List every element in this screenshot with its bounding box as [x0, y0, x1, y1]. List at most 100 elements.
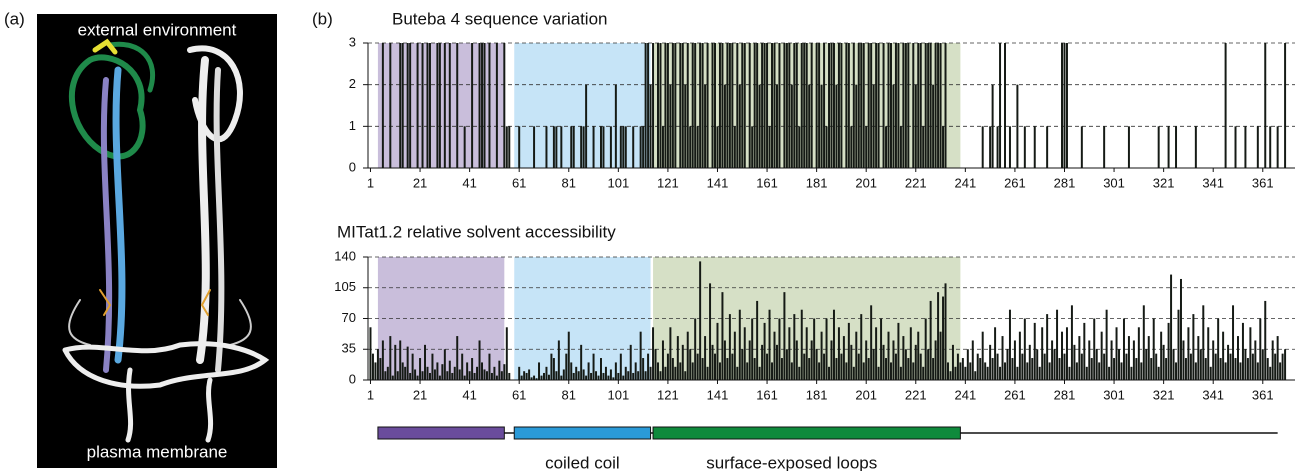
bar	[852, 366, 855, 380]
bar	[1175, 126, 1178, 168]
bar	[753, 43, 756, 168]
bar	[847, 322, 850, 380]
bar	[1167, 322, 1170, 380]
bar	[694, 43, 697, 168]
bar	[919, 353, 922, 380]
bar	[768, 309, 771, 380]
bar	[1075, 362, 1078, 380]
x-tick-label: 221	[905, 175, 927, 190]
x-tick-label: 181	[806, 175, 828, 190]
bar	[652, 327, 655, 380]
bar	[800, 43, 803, 168]
bar	[894, 353, 897, 380]
bar	[612, 377, 615, 380]
bar	[981, 331, 984, 380]
bar	[1279, 362, 1282, 380]
x-tick-label: 181	[806, 387, 828, 402]
bar	[1232, 305, 1235, 380]
bar	[820, 331, 823, 380]
bar	[1004, 362, 1006, 380]
bar	[1063, 43, 1066, 168]
bar	[907, 358, 910, 380]
bar	[458, 369, 461, 380]
bar	[1264, 43, 1267, 168]
bar	[503, 364, 506, 380]
bar	[771, 362, 774, 380]
y-tick-label: 1	[349, 118, 356, 133]
bar	[785, 349, 788, 380]
bar	[696, 126, 699, 168]
bar	[798, 126, 801, 168]
bar	[815, 349, 818, 380]
bar	[406, 43, 409, 168]
bar	[902, 336, 905, 380]
x-tick-label: 361	[1252, 175, 1274, 190]
x-tick-label: 41	[462, 387, 476, 402]
bar	[917, 331, 920, 380]
bar	[909, 327, 912, 380]
bar	[961, 358, 964, 380]
bar	[753, 358, 756, 380]
x-tick-label: 221	[905, 387, 927, 402]
bar	[1155, 353, 1158, 380]
bar	[783, 292, 786, 380]
bar	[1115, 327, 1118, 380]
bar	[471, 358, 474, 380]
bar	[401, 362, 404, 380]
bar	[401, 43, 404, 168]
y-tick-label: 3	[349, 34, 356, 49]
bar	[1207, 327, 1210, 380]
bar	[411, 353, 414, 380]
bar	[500, 371, 503, 380]
bar	[557, 340, 560, 380]
bar	[671, 358, 674, 380]
bar	[795, 43, 798, 168]
bar	[572, 372, 575, 380]
bar	[535, 378, 538, 380]
bar	[914, 344, 917, 380]
y-tick-label: 70	[342, 310, 356, 325]
x-tick-label: 121	[657, 175, 679, 190]
bar	[949, 371, 952, 380]
bar	[1259, 318, 1262, 380]
bar	[855, 84, 858, 168]
bar	[991, 358, 994, 380]
bar	[1256, 362, 1259, 380]
bar	[523, 371, 526, 380]
x-tick-label: 1	[367, 387, 374, 402]
bar	[1058, 358, 1061, 380]
bar	[552, 126, 555, 168]
bar	[743, 43, 746, 168]
bar	[860, 314, 863, 380]
bar	[550, 353, 553, 380]
bar	[711, 43, 714, 168]
bar	[1023, 318, 1026, 380]
bar	[1013, 340, 1016, 380]
bar	[617, 372, 620, 380]
bar	[934, 43, 937, 168]
x-tick-label: 241	[954, 387, 976, 402]
bar	[810, 340, 813, 380]
bar	[552, 358, 555, 380]
bar	[1068, 366, 1071, 380]
bar	[924, 43, 927, 168]
bar	[788, 327, 791, 380]
bar	[917, 43, 920, 168]
bar	[632, 126, 635, 168]
x-tick-label: 161	[756, 175, 778, 190]
bar	[505, 126, 508, 168]
bar	[837, 327, 840, 380]
region	[377, 43, 505, 168]
bar	[736, 43, 739, 168]
x-tick-label: 341	[1202, 387, 1224, 402]
bar	[642, 126, 645, 168]
bar	[1063, 353, 1066, 380]
bar	[751, 126, 754, 168]
bar	[694, 318, 697, 380]
bar	[756, 300, 759, 380]
bar	[714, 43, 716, 168]
bar	[897, 322, 900, 380]
y-tick-label: 2	[349, 76, 356, 91]
bar	[1234, 126, 1237, 168]
